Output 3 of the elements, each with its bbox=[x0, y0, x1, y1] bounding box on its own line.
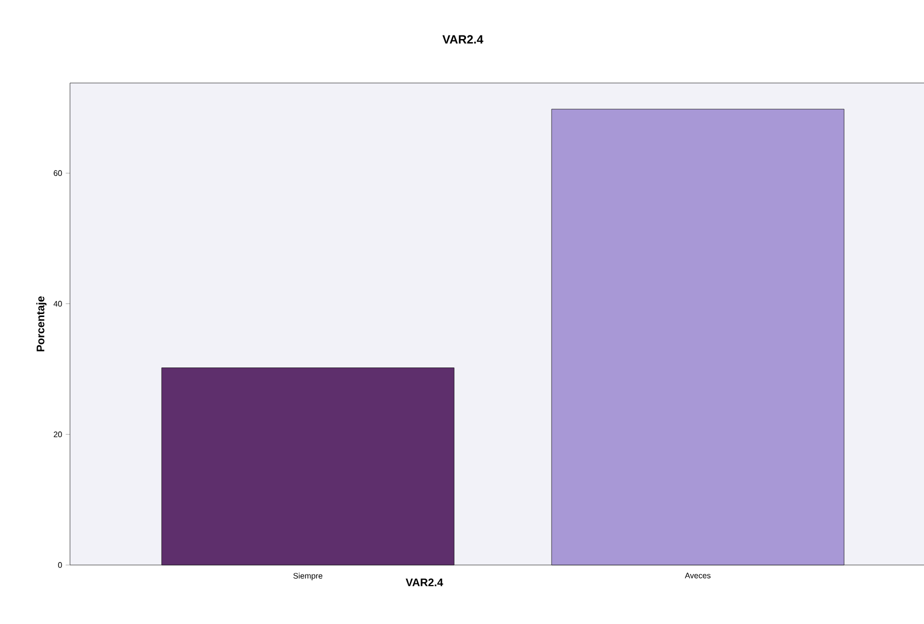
y-axis-title: Porcentaje bbox=[36, 296, 47, 352]
x-axis-title: VAR2.4 bbox=[406, 578, 444, 586]
chart-title: VAR2.4 bbox=[442, 35, 484, 44]
